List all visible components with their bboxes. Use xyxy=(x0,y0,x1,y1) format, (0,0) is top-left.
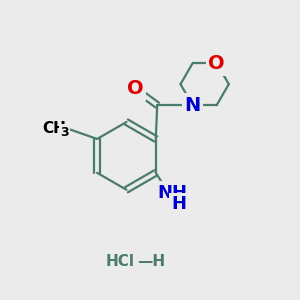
Text: H: H xyxy=(171,195,186,213)
Text: HCl: HCl xyxy=(106,254,135,269)
Text: CH: CH xyxy=(43,121,66,136)
Text: O: O xyxy=(208,54,225,73)
Text: O: O xyxy=(127,80,143,98)
Text: N: N xyxy=(184,96,201,115)
Text: —H: —H xyxy=(137,254,166,269)
Text: 3: 3 xyxy=(60,126,69,139)
Text: NH: NH xyxy=(157,184,187,202)
